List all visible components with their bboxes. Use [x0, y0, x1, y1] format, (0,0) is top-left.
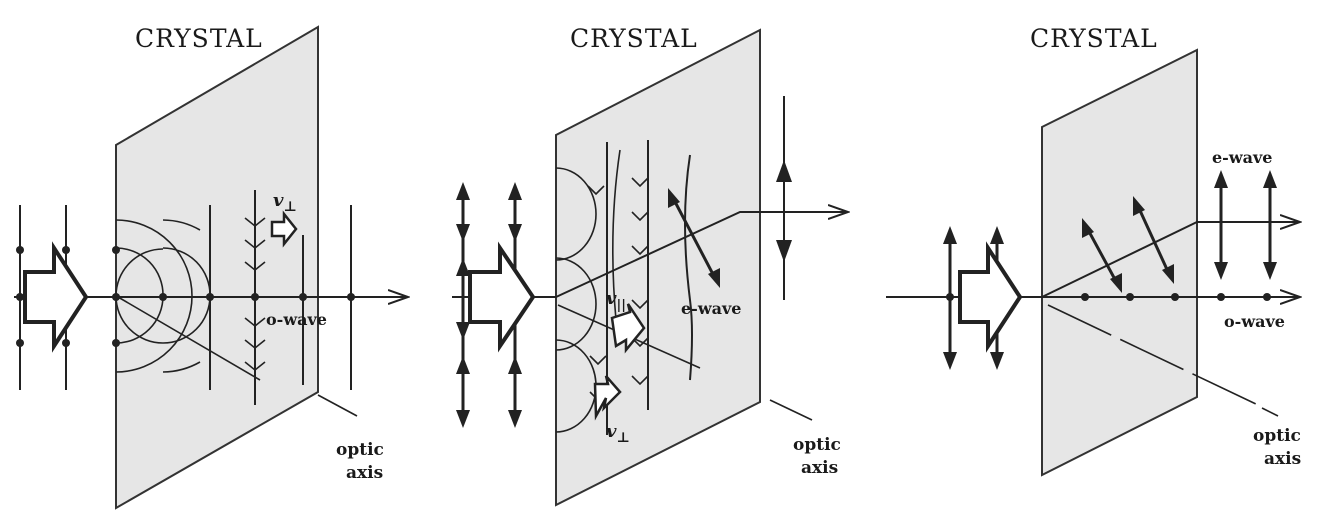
panel-3-polarization-arrows-inside: [1082, 196, 1174, 293]
panel-2-velocity-par-arrow: [610, 303, 646, 354]
panel-2-wavefront: [684, 154, 693, 381]
panel-3-crystal-plate: [1041, 48, 1198, 477]
panel-3-polarization-arrows-exit: [1214, 170, 1277, 280]
panel-1-velocity-arrow: [270, 210, 298, 248]
panel-1-optic-label-line1: optic: [336, 440, 384, 460]
panel-1-optic-label-line2: axis: [346, 463, 383, 483]
panel-1-optic-axis-inner: [117, 296, 261, 381]
panel-1: CRYSTAL: [14, 24, 408, 510]
panel-1-envelope-hooks: [244, 217, 266, 372]
panel-3-o-wave-label: o-wave: [1224, 312, 1285, 331]
panel-3-e-ray: [1041, 222, 1300, 298]
panel-1-polarization-dots: [16, 246, 355, 347]
panel-2-e-ray: [555, 212, 848, 298]
panel-2-polarization-arrow-exit: [776, 96, 792, 300]
panel-2-e-wave-label: e-wave: [681, 299, 741, 318]
panel-2-optic-label-line1: optic: [793, 435, 841, 455]
panel-2-polarization-arrow-inside: [668, 188, 720, 288]
panel-3-optic-axis: [1047, 304, 1259, 406]
panel-2-optic-label-line2: axis: [801, 458, 838, 478]
panel-2-optic-axis-outer: [769, 399, 813, 421]
panel-2-crystal-plate: [555, 28, 761, 507]
panel-2: CRYSTAL: [452, 24, 848, 507]
panel-1-o-wave-label: o-wave: [266, 310, 327, 329]
panel-2-polarization-arrows-incident: [456, 182, 522, 428]
panel-3-optic-label-line1: optic: [1253, 426, 1301, 446]
panel-1-title: CRYSTAL: [135, 24, 263, 53]
panel-3-polarization-dots: [1081, 293, 1271, 301]
panel-1-velocity-label: v⊥: [273, 190, 297, 215]
panel-3-propagation-arrow: [958, 241, 1023, 353]
panel-3-optic-label-line2: axis: [1264, 449, 1301, 469]
panel-2-velocity-perp-label: v⊥: [606, 421, 630, 446]
panel-3: CRYSTAL: [886, 24, 1301, 477]
panel-2-propagation-arrow: [468, 241, 536, 353]
panel-3-title: CRYSTAL: [1030, 24, 1158, 53]
panel-3-e-wave-label: e-wave: [1212, 148, 1272, 167]
panel-1-crystal-plate: [115, 25, 319, 510]
panel-1-propagation-arrow: [23, 241, 89, 353]
panel-2-velocity-perp-arrow: [593, 375, 622, 421]
panel-1-optic-axis-outer: [317, 394, 358, 417]
panel-3-optic-axis-outer: [1261, 407, 1279, 417]
panel-2-wavefront-curve: [612, 149, 621, 321]
panel-2-title: CRYSTAL: [570, 24, 698, 53]
panel-2-velocity-par-label: v||: [606, 288, 626, 313]
